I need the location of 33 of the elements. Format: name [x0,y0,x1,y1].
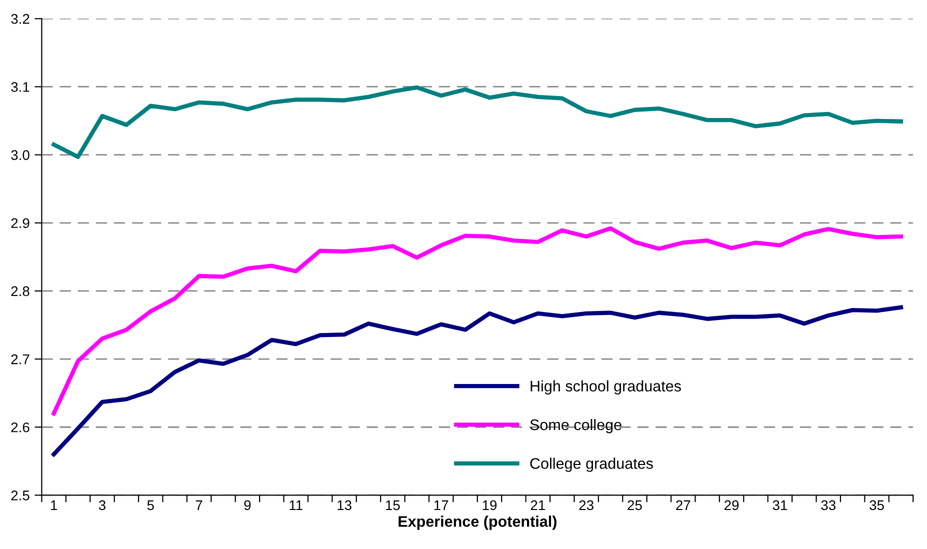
x-tick-label: 15 [386,500,400,510]
y-tick-label: 2.5 [11,490,30,500]
line-series [52,305,904,456]
line-series [52,85,904,159]
x-tick-label: 35 [870,500,884,510]
y-tick-label: 3.2 [11,14,30,24]
x-tick-label: 5 [147,500,154,510]
legend-label: Some college [530,418,622,434]
x-tick-label: 17 [434,500,448,510]
x-tick-label: 33 [821,500,836,510]
y-tick-label: 3.1 [11,82,30,92]
y-tick-label: 3.0 [11,150,30,160]
legend-label: College graduates [530,458,653,472]
legend-label: High school graduates [530,380,681,395]
x-tick-label: 19 [482,500,497,510]
line-series [52,226,904,416]
x-tick-label: 3 [98,500,106,510]
x-tick-label: 23 [579,500,594,510]
x-tick-label: 1 [51,500,57,510]
x-tick-label: 13 [338,500,352,510]
x-tick-label: 21 [530,500,545,510]
y-tick-label: 2.6 [11,422,30,432]
x-tick-label: 11 [290,500,302,510]
x-tick-label: 29 [724,500,739,510]
x-tick-label: 31 [772,500,788,510]
y-tick-label: 2.8 [11,286,30,296]
x-tick-label: 25 [628,500,642,510]
x-tick-label: 27 [676,500,690,510]
x-tick-label: 7 [196,500,202,510]
x-axis-title: Experience (potential) [398,516,556,530]
x-tick-label: 9 [244,500,251,510]
y-tick-label: 2.7 [11,354,30,364]
y-tick-label: 2.9 [11,218,30,228]
